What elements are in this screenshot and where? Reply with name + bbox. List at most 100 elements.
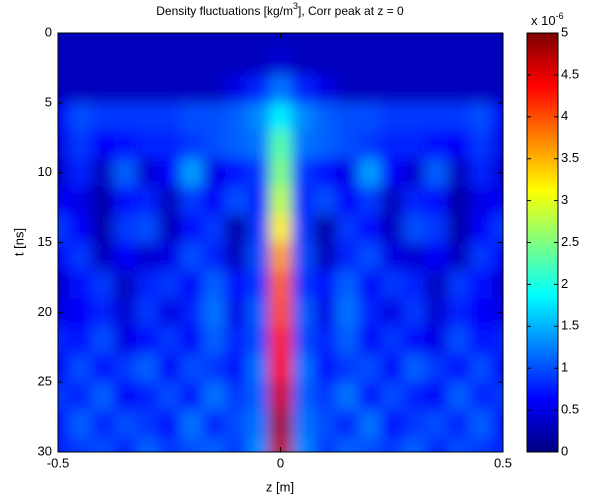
heat-cell [69, 186, 92, 216]
heat-cell [469, 214, 493, 243]
heat-cell [113, 354, 137, 383]
heat-cell [447, 74, 471, 104]
heat-cell [313, 410, 337, 439]
heat-cell [135, 242, 159, 271]
heat-cell [269, 354, 293, 383]
heat-cell [491, 410, 503, 439]
heat-cell [269, 102, 293, 132]
heat-cell [69, 270, 92, 299]
heat-cell [113, 298, 137, 327]
heat-cell [269, 382, 293, 411]
heat-cell [69, 326, 92, 355]
heat-cell [269, 438, 293, 452]
heat-cell [247, 46, 270, 76]
heat-cell [447, 158, 471, 188]
y-axis-label: t [ns] [11, 228, 26, 256]
heat-cell [69, 242, 92, 271]
heat-cell [224, 186, 248, 216]
heat-cell [69, 410, 92, 439]
heat-cell [158, 354, 181, 383]
heat-cell [113, 438, 137, 452]
heat-cell [202, 270, 226, 299]
heat-cell [380, 326, 404, 355]
heat-cell [358, 74, 382, 104]
heat-cell [113, 186, 137, 216]
heat-cell [158, 46, 181, 76]
heat-cell [91, 158, 115, 188]
colorbar-tick-label: 0 [561, 443, 568, 458]
heat-cell [135, 382, 159, 411]
heat-cell [69, 354, 92, 383]
heat-cell [158, 130, 181, 160]
heat-cell [469, 326, 493, 355]
heat-cell [224, 438, 248, 452]
heat-cell [336, 74, 359, 104]
heat-cell [469, 410, 493, 439]
heat-cell [491, 46, 503, 76]
multiplier-exponent: -6 [556, 11, 564, 21]
heat-cell [158, 242, 181, 271]
heat-cell [291, 158, 315, 188]
heat-cell [380, 33, 404, 48]
heat-cell [291, 298, 315, 327]
heat-cell [336, 354, 359, 383]
heat-cell [202, 354, 226, 383]
heat-cell [336, 214, 359, 243]
heat-cell [380, 438, 404, 452]
title-superscript: 3 [293, 1, 298, 11]
heat-cell [180, 382, 204, 411]
heat-cell [135, 33, 159, 48]
heat-cell [380, 158, 404, 188]
heat-cell [425, 33, 448, 48]
heat-cell [291, 242, 315, 271]
heat-cell [336, 102, 359, 132]
heat-cell [91, 410, 115, 439]
heat-cell [224, 158, 248, 188]
heat-cell [224, 214, 248, 243]
heat-cell [113, 130, 137, 160]
y-tick-label: 30 [38, 443, 52, 458]
heat-cell [358, 438, 382, 452]
heat-cell [180, 46, 204, 76]
heat-cell [358, 214, 382, 243]
heat-cell [402, 326, 426, 355]
heat-cell [158, 382, 181, 411]
heat-cell [469, 74, 493, 104]
heat-cell [402, 130, 426, 160]
heat-cell [269, 242, 293, 271]
heat-cell [113, 46, 137, 76]
y-tick-label: 0 [45, 24, 52, 39]
heat-cell [380, 298, 404, 327]
heat-cell [425, 298, 448, 327]
heat-cell [158, 326, 181, 355]
heat-cell [336, 33, 359, 48]
heat-cell [491, 242, 503, 271]
heat-cell [380, 46, 404, 76]
heat-cell [269, 270, 293, 299]
heat-cell [425, 74, 448, 104]
title-end: ], Corr peak at z = 0 [298, 4, 404, 18]
heat-cell [358, 270, 382, 299]
heat-cell [469, 270, 493, 299]
heat-cell [447, 186, 471, 216]
heat-cell [358, 354, 382, 383]
heat-cell [113, 382, 137, 411]
heat-cell [336, 46, 359, 76]
heat-cell [180, 438, 204, 452]
heat-cell [358, 382, 382, 411]
heat-cell [180, 102, 204, 132]
colorbar-tick-label: 5 [561, 24, 568, 39]
heat-cell [491, 438, 503, 452]
heat-cell [224, 298, 248, 327]
heat-cell [469, 438, 493, 452]
heat-cell [158, 298, 181, 327]
heat-cell [291, 382, 315, 411]
heat-cell [224, 74, 248, 104]
heat-cell [202, 158, 226, 188]
heat-cell [291, 326, 315, 355]
heat-cell [247, 270, 270, 299]
heat-cell [269, 33, 293, 48]
heat-cell [58, 270, 70, 299]
heat-cell [469, 298, 493, 327]
heat-cell [313, 158, 337, 188]
